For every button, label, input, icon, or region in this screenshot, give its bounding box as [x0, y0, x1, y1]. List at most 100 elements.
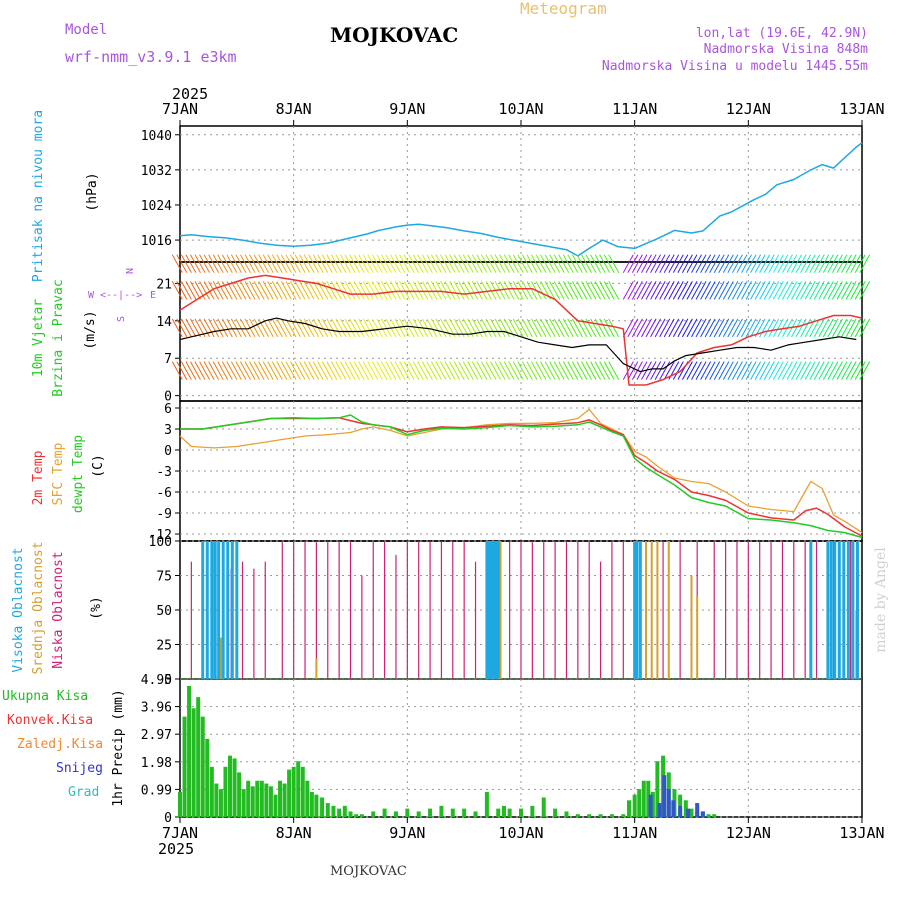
wind-barb: [308, 361, 320, 380]
wind-barb: [818, 254, 830, 273]
wind-barb: [603, 318, 615, 338]
wind-barb: [199, 254, 210, 273]
wind-barb: [208, 281, 220, 300]
cloud-bar: [496, 541, 500, 679]
wind-barb: [567, 281, 579, 300]
precip-bar: [325, 803, 330, 817]
wind-barb: [508, 361, 520, 380]
precip-bar: [637, 789, 642, 817]
wind-barb: [777, 254, 789, 273]
wind-barb: [800, 318, 812, 338]
wind-barb: [540, 318, 551, 338]
wind-barb: [745, 361, 757, 380]
model-elevation-label: Nadmorska Visina u modelu 1445.55m: [602, 59, 868, 74]
wind-barb: [731, 281, 743, 300]
wind-barb: [435, 361, 447, 380]
wind-barb: [299, 254, 311, 273]
wind-barb: [859, 361, 871, 380]
wind-barb: [267, 318, 279, 338]
wind-barb: [677, 254, 689, 273]
cloud-bar: [588, 541, 590, 679]
wind-barb: [403, 361, 415, 380]
wind-barb: [503, 254, 515, 273]
wind-barb: [736, 361, 748, 380]
x-tick-label: 11JAN: [612, 824, 657, 842]
wind-barb: [412, 361, 424, 380]
wind-barb: [353, 281, 365, 300]
wind-barb: [768, 361, 780, 380]
wind-barb: [590, 361, 602, 380]
temp-tick-label: 0: [164, 444, 172, 459]
wind-barb: [804, 361, 816, 380]
wind-barb: [199, 281, 210, 300]
wind-barb: [294, 361, 306, 380]
precip-legend-item: Zaledj.Kisa: [17, 737, 103, 752]
wind-barb: [235, 254, 247, 273]
wind-barb: [854, 281, 866, 300]
wind-barb: [276, 318, 288, 338]
wind-barb: [603, 361, 615, 380]
wind-barb: [672, 361, 684, 380]
wind-barb: [217, 318, 229, 338]
precip-bar: [700, 811, 705, 817]
wind-barb: [253, 254, 265, 273]
precip-bar: [268, 786, 273, 817]
wind-barb: [262, 281, 274, 300]
cloud-bar: [842, 541, 846, 679]
year-top: 2025: [172, 85, 208, 103]
wind-barb: [249, 318, 261, 338]
wind-barb: [576, 281, 588, 300]
cloud-tick-label: 0: [164, 673, 172, 688]
cloud-bar: [361, 575, 363, 679]
wind-barb: [235, 281, 247, 300]
wind-barb: [813, 361, 825, 380]
precip-tick-label: 0: [164, 811, 172, 826]
precip-bar: [320, 797, 325, 817]
wind-barb: [344, 281, 356, 300]
wind-barb: [713, 281, 725, 300]
wind-barb: [822, 281, 834, 300]
cloud-bar: [638, 541, 642, 679]
precip-bar: [648, 794, 653, 817]
cloud-bar: [304, 541, 306, 679]
wind-barb: [585, 361, 597, 380]
wind-barb: [791, 254, 802, 273]
wind-barb: [594, 281, 606, 300]
wind-barb: [376, 254, 388, 273]
precip-bar: [519, 808, 523, 817]
wind-barb: [832, 254, 843, 273]
wind-gust-line: [179, 274, 863, 386]
wind-barb: [512, 318, 524, 338]
wind-barb: [654, 361, 666, 380]
wind-barb: [549, 254, 561, 273]
cloud-bar: [315, 541, 317, 679]
wind-barb: [444, 254, 456, 273]
wind-barb: [308, 254, 320, 273]
wind-barb: [226, 254, 238, 273]
model-name: wrf-nmm_v3.9.1 e3km: [65, 48, 237, 66]
wind-barb: [444, 361, 456, 380]
wind-barb: [380, 318, 392, 338]
cloud-bar: [372, 541, 374, 679]
wind-barb: [576, 361, 588, 380]
precip-bar: [439, 805, 444, 817]
pressure-tick-label: 1032: [141, 164, 172, 179]
precip-bar: [541, 797, 546, 817]
wind-barb: [258, 318, 270, 338]
wind-barb: [349, 254, 361, 273]
elevation-label: Nadmorska Visina 848m: [704, 42, 869, 57]
wind-barb: [399, 361, 411, 380]
chart-type-title: Meteogram: [520, 0, 607, 18]
wind-barb: [800, 254, 812, 273]
wind-barb: [326, 254, 338, 273]
wind-barb: [235, 361, 247, 380]
panel-frame-5: [179, 678, 863, 818]
precip-bar: [507, 808, 512, 817]
x-tick-label: 7JAN: [162, 824, 198, 842]
wind-barb: [654, 318, 666, 338]
wind-speed-line: [179, 317, 857, 373]
wind-barb: [344, 318, 356, 338]
wind-barb: [686, 361, 698, 380]
dewpt-line: [180, 414, 863, 539]
precip-panel: 4.95 3.96 2.97 1.98 0.99 0: [141, 673, 862, 826]
